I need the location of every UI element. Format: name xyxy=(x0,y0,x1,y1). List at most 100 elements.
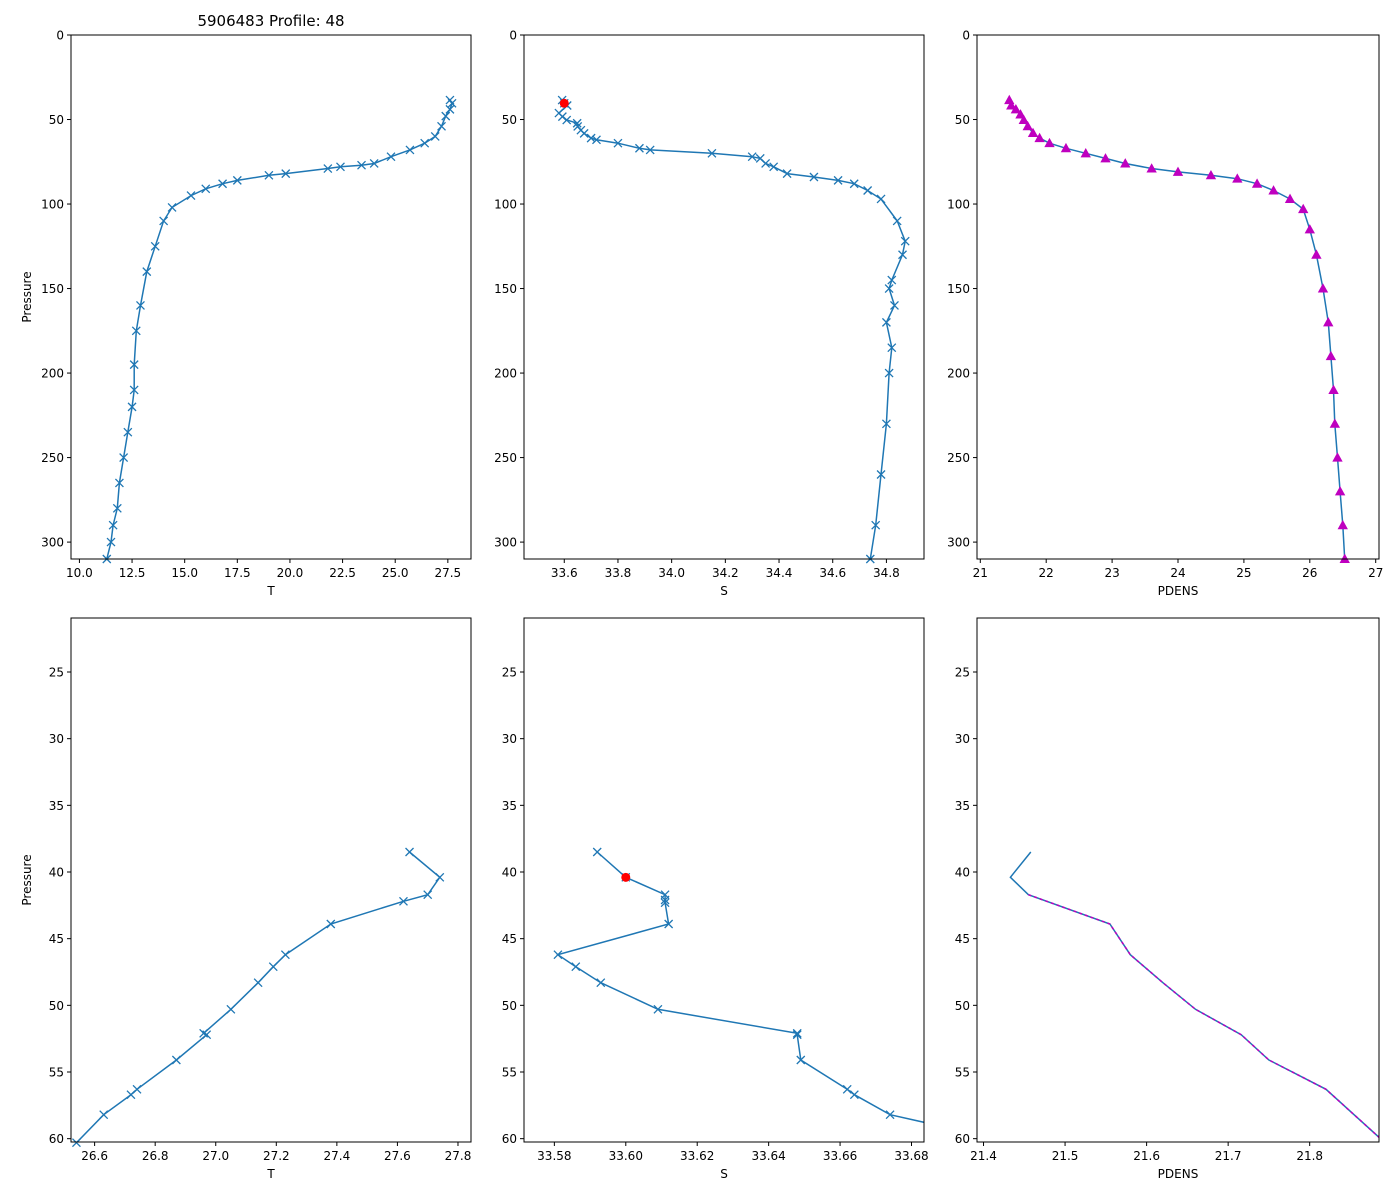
x-tick-label: 26 xyxy=(1302,566,1317,580)
data-point-marker xyxy=(106,537,116,547)
density-triangle-marker xyxy=(1044,137,1055,148)
y-tick-label: 35 xyxy=(955,799,970,813)
data-point-marker xyxy=(898,250,907,260)
density-triangle-marker xyxy=(1172,166,1184,176)
data-point-marker xyxy=(323,164,333,173)
y-tick-label: 30 xyxy=(49,732,64,746)
panel-bottom-T: 26.6 26.8 27.0 27.2 27.4 27.6 27.8 25 30 35 40 45 50… xyxy=(20,617,472,1181)
density-triangle-marker xyxy=(1329,418,1341,428)
data-point-marker xyxy=(747,152,757,162)
data-point-marker xyxy=(645,145,655,155)
y-tick-label: 250 xyxy=(41,451,64,465)
data-point-marker xyxy=(405,847,414,857)
data-point-marker xyxy=(357,160,366,170)
density-triangle-marker xyxy=(1018,114,1029,125)
y-tick-label: 55 xyxy=(49,1066,64,1080)
x-tick-label: 34.0 xyxy=(658,566,685,580)
data-point-marker xyxy=(226,1004,236,1014)
data-point-marker xyxy=(572,118,582,128)
series-line xyxy=(556,851,924,1124)
density-triangle-marker xyxy=(1006,100,1017,110)
data-point-marker xyxy=(792,1030,802,1040)
y-tick-label: 25 xyxy=(955,666,970,680)
data-point-marker xyxy=(127,402,137,412)
x-axis-label: S xyxy=(720,1167,728,1181)
series-line xyxy=(557,99,906,559)
x-tick-label: 33.8 xyxy=(605,566,632,580)
density-triangle-marker xyxy=(1022,120,1033,131)
x-tick-label: 27.5 xyxy=(434,566,461,580)
y-tick-label: 30 xyxy=(502,732,517,746)
data-point-marker xyxy=(664,919,674,929)
x-tick-label: 12.5 xyxy=(119,566,146,580)
data-point-marker xyxy=(553,950,563,960)
data-point-marker xyxy=(586,133,596,143)
data-point-marker xyxy=(809,172,819,182)
figure-title: 5906483 Profile: 48 xyxy=(197,12,344,30)
data-point-marker xyxy=(881,419,891,429)
y-tick-label: 100 xyxy=(947,198,970,212)
data-point-marker xyxy=(884,284,894,294)
panel-top-S: 33.6 33.8 34.0 34.2 34.4 34.6 34.8 0 50 100 150 200… xyxy=(494,29,925,598)
y-tick-label: 150 xyxy=(41,282,64,296)
x-tick-label: 33.6 xyxy=(551,566,578,580)
data-point-marker xyxy=(876,194,886,204)
x-tick-label: 20.0 xyxy=(277,566,304,580)
x-tick-label: 27.6 xyxy=(384,1149,411,1163)
x-axis-label: T xyxy=(266,1167,275,1181)
highlight-point xyxy=(621,872,631,882)
data-point-marker xyxy=(112,503,122,513)
y-tick-label: 50 xyxy=(49,113,64,127)
y-tick-label: 35 xyxy=(49,799,64,813)
x-tick-label: 33.62 xyxy=(680,1149,714,1163)
y-tick-label: 300 xyxy=(494,536,517,550)
density-triangle-marker xyxy=(1304,224,1315,234)
density-triangle-marker xyxy=(1027,127,1039,138)
data-point-marker xyxy=(881,317,891,327)
data-point-marker xyxy=(202,1030,212,1040)
density-triangle-marker xyxy=(1311,249,1322,259)
y-tick-label: 250 xyxy=(947,451,970,465)
data-point-marker xyxy=(253,978,263,988)
density-overlay-line xyxy=(1028,893,1379,1138)
density-triangle-marker xyxy=(1080,147,1091,158)
data-point-marker xyxy=(634,143,644,153)
panel-top-PDENS: 21 22 23 24 25 26 27 0 50 100 150 200 250 300 PDENS xyxy=(947,29,1383,599)
x-tick-label: 24 xyxy=(1170,566,1185,580)
axes-frame xyxy=(523,617,925,1143)
panel-bottom-PDENS: 21.4 21.5 21.6 21.7 21.8 25 30 35 40 45 50 55 60 PDEN… xyxy=(955,617,1380,1181)
data-point-marker xyxy=(129,360,139,370)
axes-frame xyxy=(70,34,472,560)
data-point-marker xyxy=(782,169,792,179)
data-point-marker xyxy=(885,1110,895,1120)
data-point-marker xyxy=(792,1028,802,1038)
x-tick-label: 23 xyxy=(1104,566,1119,580)
density-triangle-marker xyxy=(1325,350,1337,361)
density-triangle-marker xyxy=(1232,173,1243,183)
data-point-marker xyxy=(441,111,451,121)
y-tick-label: 250 xyxy=(494,451,517,465)
density-triangle-marker xyxy=(1146,163,1157,173)
y-tick-label: 100 xyxy=(41,198,64,212)
data-point-marker xyxy=(405,145,415,155)
y-tick-label: 50 xyxy=(955,113,970,127)
x-tick-label: 27.8 xyxy=(445,1149,472,1163)
data-point-marker xyxy=(579,128,589,138)
data-point-marker xyxy=(423,890,433,900)
data-point-marker xyxy=(114,478,124,488)
x-tick-label: 17.5 xyxy=(224,566,251,580)
data-point-marker xyxy=(571,962,581,972)
data-point-marker xyxy=(119,453,129,463)
x-tick-label: 21.7 xyxy=(1215,1149,1242,1163)
data-point-marker xyxy=(849,179,859,189)
x-tick-label: 34.4 xyxy=(766,566,793,580)
density-triangle-marker xyxy=(1010,104,1022,114)
x-axis-label: PDENS xyxy=(1158,1167,1199,1181)
x-tick-label: 33.60 xyxy=(609,1149,643,1163)
x-tick-label: 26.8 xyxy=(142,1149,169,1163)
data-point-marker xyxy=(900,236,910,246)
y-tick-label: 50 xyxy=(502,113,517,127)
data-point-marker xyxy=(264,170,274,180)
y-tick-label: 50 xyxy=(502,999,517,1013)
data-point-marker xyxy=(592,847,602,857)
